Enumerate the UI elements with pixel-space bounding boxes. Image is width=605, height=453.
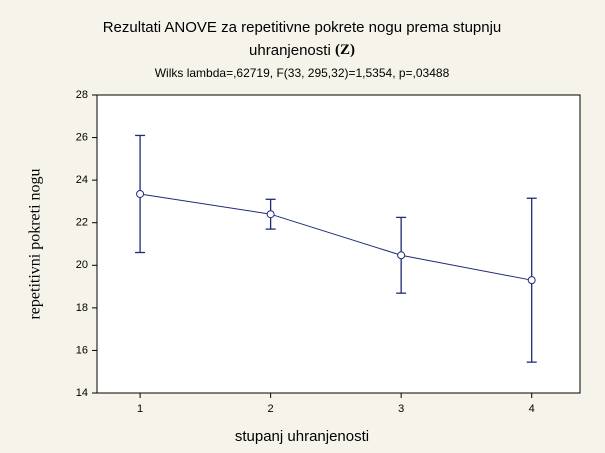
chart-title: uhranjenosti [249, 42, 331, 59]
x-axis-label: stupanj uhranjenosti [235, 428, 369, 445]
point [527, 276, 536, 285]
x-tick-label: 4 [529, 403, 535, 415]
y-axis-label: repetitivni pokreti nogu [27, 168, 44, 319]
point [397, 251, 406, 260]
chart-title-suffix: (Z) [335, 42, 355, 58]
x-tick-label: 2 [268, 403, 274, 415]
chart-subtitle: Wilks lambda=,62719, F(33, 295,32)=1,535… [155, 66, 450, 80]
x-tick-label: 3 [398, 403, 404, 415]
y-tick-label: 20 [76, 259, 88, 271]
y-tick-label: 16 [76, 344, 88, 356]
point [136, 189, 145, 198]
point [266, 210, 275, 219]
y-tick-label: 26 [76, 131, 88, 143]
plot-area [96, 94, 581, 394]
x-tick-label: 1 [137, 403, 143, 415]
line [140, 193, 532, 281]
y-tick-label: 14 [76, 387, 88, 399]
chart-title: Rezultati ANOVE za repetitivne pokrete n… [103, 19, 502, 36]
y-tick-label: 24 [76, 174, 88, 186]
y-tick-label: 22 [76, 217, 88, 229]
y-tick-label: 18 [76, 302, 88, 314]
chart-title: uhranjenosti (Z) [249, 42, 355, 59]
y-tick-label: 28 [76, 89, 88, 101]
